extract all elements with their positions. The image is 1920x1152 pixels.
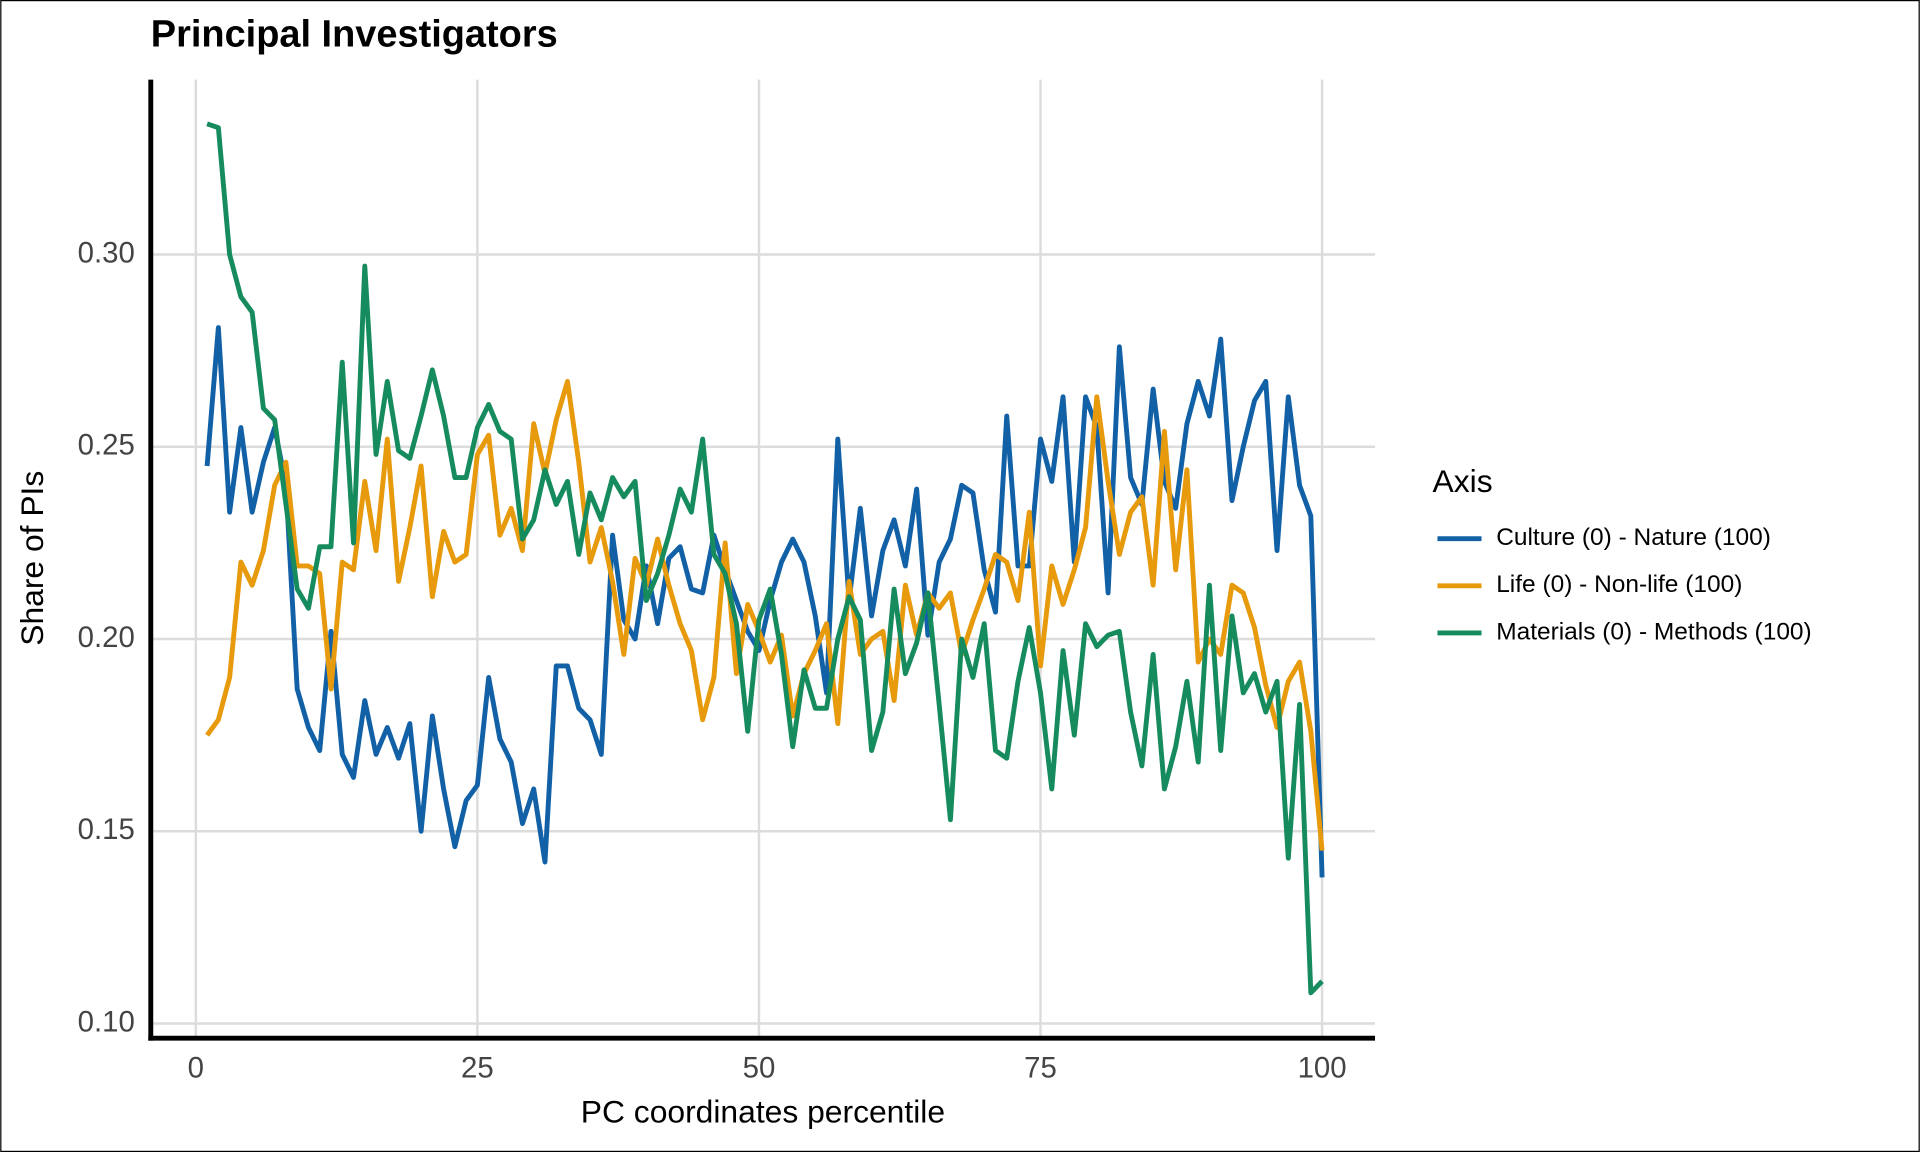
x-tick-label: 0 <box>188 1052 204 1085</box>
axes: 0 25 50 75 100 0.10 0.15 0.20 0.25 0.30 <box>78 79 1376 1085</box>
legend-label: Culture (0) - Nature (100) <box>1496 524 1771 551</box>
x-tick-label: 50 <box>743 1052 776 1085</box>
x-tick-label: 25 <box>461 1052 494 1085</box>
y-tick-label: 0.10 <box>78 1005 135 1038</box>
y-tick-label: 0.25 <box>78 429 135 462</box>
lines <box>204 121 1325 996</box>
x-axis-title: PC coordinates percentile <box>581 1093 945 1129</box>
series-line <box>205 378 1325 851</box>
x-tick-label: 100 <box>1298 1052 1347 1085</box>
chart-title: Principal Investigators <box>151 14 558 56</box>
y-tick-label: 0.30 <box>78 236 135 269</box>
grid <box>150 79 1376 1039</box>
legend-title: Axis <box>1433 463 1493 499</box>
series-line <box>206 121 1324 996</box>
legend-label: Life (0) - Non-life (100) <box>1496 571 1742 598</box>
x-tick-label: 75 <box>1024 1052 1057 1085</box>
series-line <box>204 325 1325 878</box>
y-tick-label: 0.20 <box>78 621 135 654</box>
legend: Axis Culture (0) - Nature (100) Life (0) … <box>1433 463 1812 645</box>
y-tick-label: 0.15 <box>78 813 135 846</box>
y-axis-title: Share of PIs <box>14 471 50 646</box>
legend-label: Materials (0) - Methods (100) <box>1496 618 1811 645</box>
